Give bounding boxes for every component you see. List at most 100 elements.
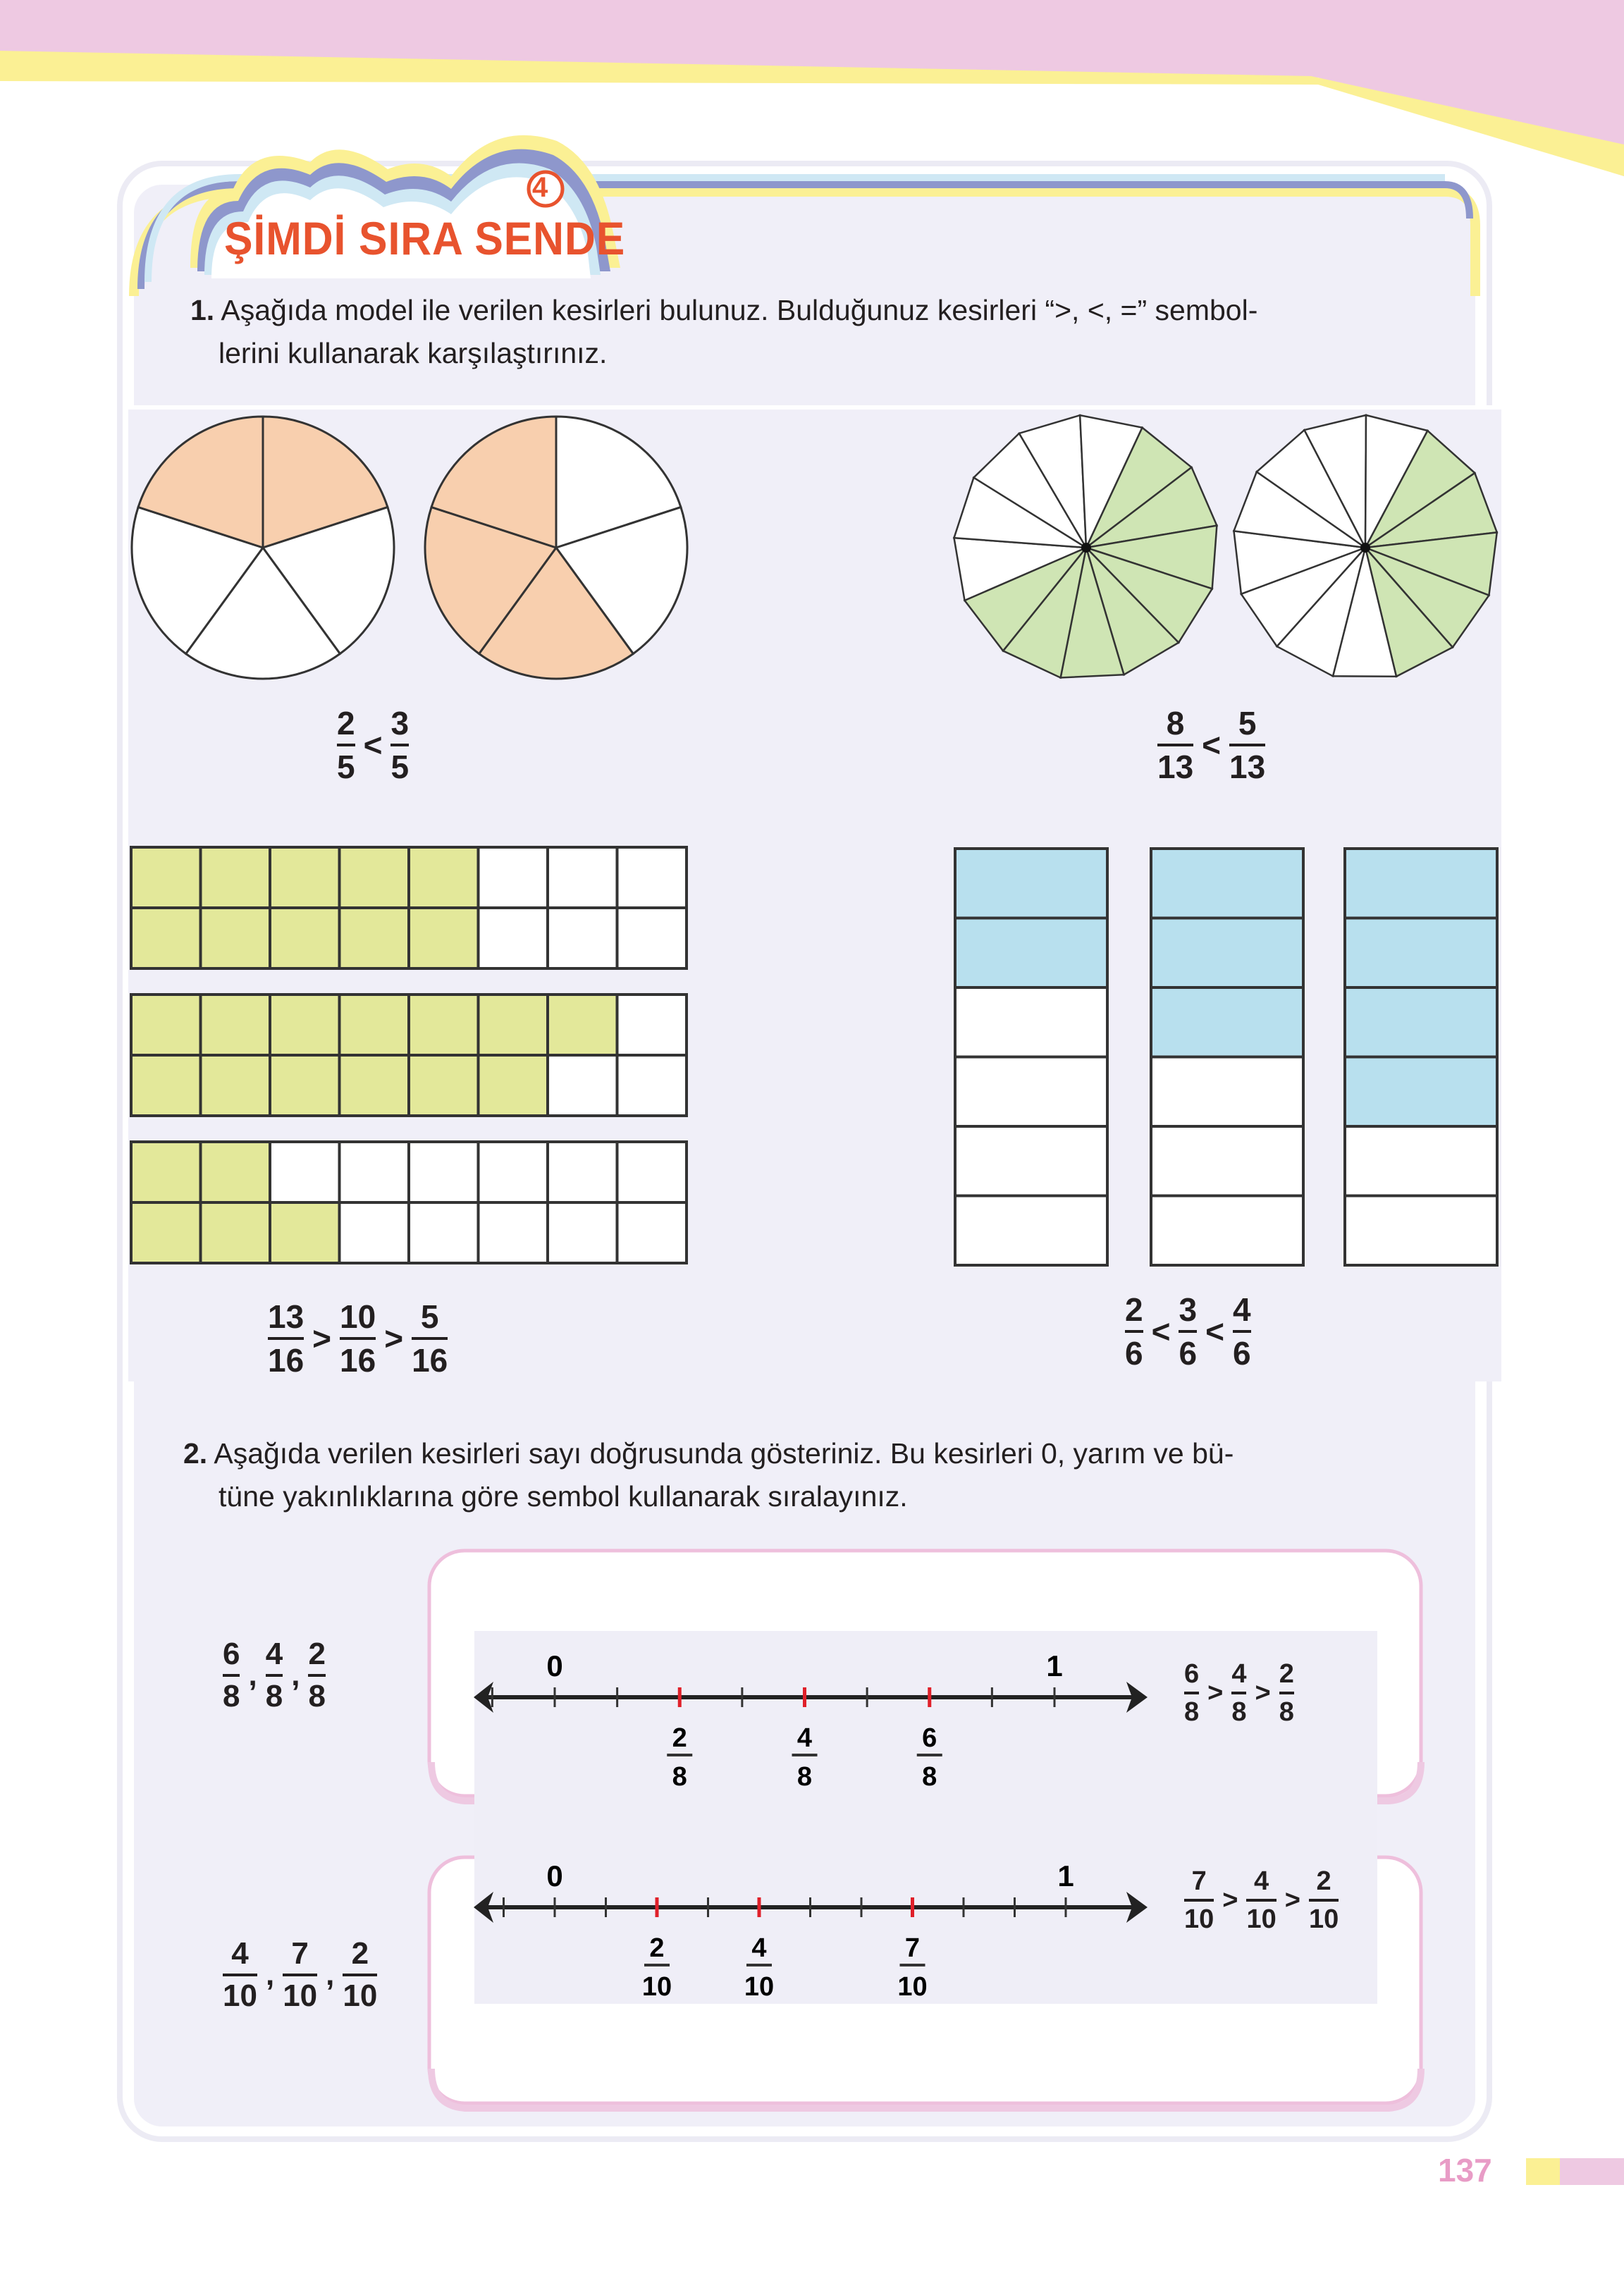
grid-cell [615, 906, 688, 970]
fraction: 10 16 [340, 1300, 376, 1377]
grid-cell [476, 1201, 549, 1264]
question-1: 1. Aşağıda model ile verilen kesirleri b… [190, 289, 1257, 375]
cloud-badge [190, 135, 620, 278]
question-text: lerini kullanarak karşılaştırınız. [219, 337, 608, 369]
grid-cell [199, 1201, 271, 1264]
comparison-symbol: , [265, 1957, 275, 1992]
mark-denominator: 10 [744, 1972, 774, 2002]
denominator: 10 [283, 1978, 318, 2013]
pie-slice [554, 505, 689, 655]
fraction-bar [1184, 1692, 1200, 1694]
fraction: 13 16 [268, 1300, 304, 1377]
section-number-circle [527, 170, 565, 208]
polygon-chart [1232, 414, 1499, 678]
denominator: 16 [412, 1342, 448, 1379]
page-accent-yellow [1526, 2158, 1560, 2185]
numerator: 5 [1238, 705, 1257, 741]
grid-cell [338, 846, 410, 909]
bar-cell [1343, 1125, 1499, 1198]
denominator: 8 [1184, 1697, 1200, 1727]
denominator: 6 [1179, 1335, 1198, 1372]
denominator: 8 [1231, 1697, 1247, 1727]
comparison-symbol: > [1255, 1678, 1271, 1708]
numerator: 2 [351, 1936, 369, 1971]
grid-cell [615, 1140, 688, 1204]
question-number: 2. [183, 1437, 208, 1470]
numerator: 2 [1279, 1659, 1294, 1689]
grid-cell [476, 906, 549, 970]
numerator: 7 [291, 1936, 309, 1971]
bar-cell [1343, 986, 1499, 1059]
denominator: 8 [265, 1679, 283, 1713]
numerator: 2 [308, 1637, 326, 1671]
mark-numerator: 2 [649, 1933, 664, 1963]
numerator: 4 [265, 1637, 283, 1671]
numerator: 13 [268, 1298, 304, 1335]
top-band [0, 0, 1624, 176]
grid-cell [199, 1054, 271, 1117]
comparison-symbol: > [1207, 1678, 1224, 1708]
pie-slice [555, 415, 682, 550]
bar-cell [1343, 1055, 1499, 1128]
grid-cell [615, 846, 688, 909]
pie-slice [137, 415, 264, 550]
fraction-bar [268, 1337, 304, 1340]
numerator: 6 [1184, 1659, 1200, 1689]
denominator: 10 [223, 1978, 257, 2013]
bar-cell [954, 916, 1109, 989]
fraction: 4 10 [1246, 1868, 1277, 1933]
fraction-bar [1232, 1330, 1251, 1333]
fraction-bar [1229, 744, 1266, 746]
denominator: 6 [1125, 1335, 1143, 1372]
grid-cell [130, 1140, 202, 1204]
fraction-bar [1279, 1692, 1294, 1694]
ordered-answer: 7 10 >4 10 >2 10 [1184, 1868, 1339, 1933]
grid-model [130, 1140, 688, 1264]
comparison-symbol: , [326, 1957, 335, 1992]
fraction: 2 10 [1308, 1868, 1339, 1934]
denominator: 8 [1279, 1697, 1294, 1727]
question-2: 2. Aşağıda verilen kesirleri sayı doğrus… [183, 1432, 1234, 1518]
grid-cell [130, 1054, 202, 1117]
bar-cell [1343, 916, 1499, 989]
grid-model [130, 993, 688, 1117]
grid-cell [338, 993, 410, 1057]
arrow-right-icon [1126, 1892, 1148, 1923]
bar-cell [1150, 1125, 1305, 1198]
bar-cell [1150, 1055, 1305, 1128]
denominator: 13 [1229, 749, 1266, 785]
pie-chart [130, 415, 395, 680]
fraction-bar [343, 1974, 378, 1976]
grid-cell [546, 1201, 619, 1264]
fraction-bar [223, 1674, 240, 1677]
bar-cell [1150, 1194, 1305, 1267]
denominator: 10 [1308, 1904, 1339, 1934]
grid-cell [546, 906, 619, 970]
header-stripe-light [144, 174, 1445, 283]
grid-cell [338, 1201, 410, 1264]
grid-cell [546, 1054, 619, 1117]
center-dot [1081, 543, 1091, 553]
grid-cell [269, 993, 341, 1057]
numerator: 8 [1166, 705, 1185, 741]
bar-cell [954, 986, 1109, 1059]
bar-model [1150, 847, 1305, 1267]
grid-cell [269, 1140, 341, 1204]
fraction: 2 10 [343, 1936, 378, 2012]
grid-cell [199, 906, 271, 970]
section-title: ŞİMDİ SIRA SENDE [224, 212, 626, 264]
grid-cell [615, 993, 688, 1057]
grid-cell [546, 1140, 619, 1204]
grid-model [130, 846, 688, 970]
denominator: 16 [340, 1342, 376, 1379]
denominator: 5 [390, 749, 410, 785]
mark-numerator: 7 [905, 1933, 920, 1963]
mark-denominator: 10 [897, 1972, 927, 2002]
